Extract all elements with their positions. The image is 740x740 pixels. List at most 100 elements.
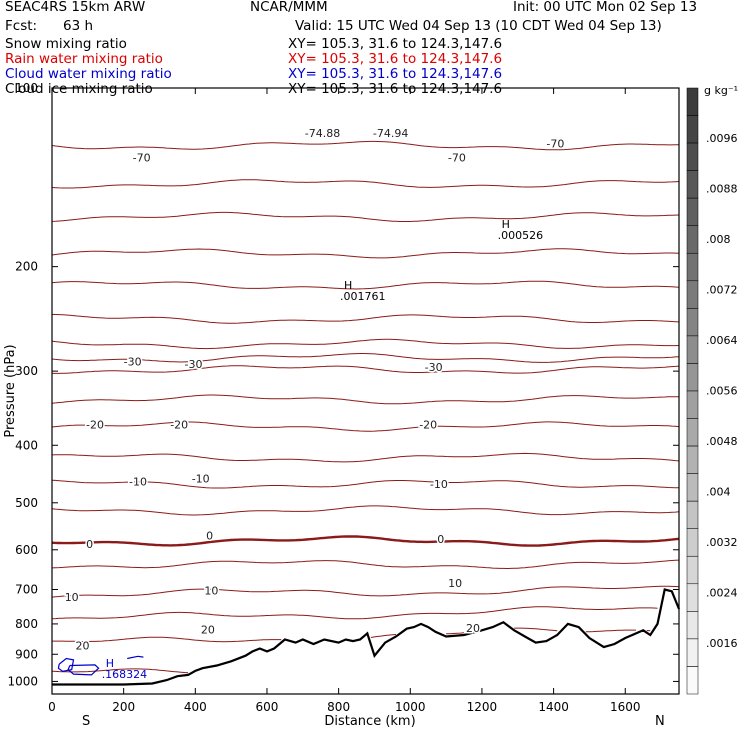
terrain-layer	[52, 588, 681, 686]
isotherm-label: -30	[185, 358, 203, 371]
isotherm-label: -70	[448, 152, 466, 165]
colorbar-label: .0032	[706, 536, 738, 549]
north-endpoint-label: N	[655, 714, 665, 729]
isotherm-label: 20	[466, 622, 480, 635]
forecast-hour: 63 h	[63, 18, 94, 34]
field-xy-snow: XY= 105.3, 31.6 to 124.3,147.6	[288, 36, 503, 52]
colorbar-bin	[686, 308, 699, 337]
isotherm-line	[52, 365, 680, 374]
isotherm-line	[51, 179, 680, 189]
model-name: SEAC4RS 15km ARW	[5, 0, 146, 15]
isotherm-label: 20	[76, 640, 90, 653]
isotherm-label: -30	[124, 356, 142, 369]
colorbar-bin	[686, 583, 699, 612]
isotherm-label: 0	[86, 538, 93, 551]
isotherm-label: 0	[437, 533, 444, 546]
isotherm-line	[51, 338, 680, 350]
isotherm-line	[51, 140, 680, 151]
y-tick-label: 300	[15, 364, 38, 378]
isotherm-line	[51, 535, 680, 547]
x-tick-label: 1600	[610, 700, 641, 714]
contour-label-layer: -70 -70 -70 -74.88 -74.94 -30 -30 -30 -20 -20 -20 -…	[63, 125, 566, 680]
organization: NCAR/MMM	[250, 0, 328, 15]
x-tick-label: 800	[327, 700, 350, 714]
extremum-marker: H	[344, 279, 352, 292]
x-tick-label: 1000	[395, 700, 426, 714]
y-tick-label: 500	[15, 496, 38, 510]
isotherm-label: 10	[448, 577, 462, 590]
cloud-water-contour	[57, 657, 75, 673]
colorbar-label: .0096	[706, 132, 738, 145]
colorbar-label: .0024	[706, 587, 738, 600]
terrain-line	[52, 588, 681, 686]
axis-layer: 0 200 400 600 800 1000 1200 1400 160020030040050…	[7, 81, 679, 714]
extremum-value: .001761	[340, 290, 386, 303]
y-tick-label: 700	[15, 583, 38, 597]
colorbar-bin	[686, 335, 699, 364]
colorbar-bin	[686, 115, 699, 144]
colorbar-bin	[686, 225, 699, 254]
colorbar-bin	[686, 666, 699, 695]
field-xy-cloud-ice: XY= 105.3, 31.6 to 124.3,147.6	[288, 81, 503, 97]
isotherm-line	[51, 421, 680, 432]
forecast-label: Fcst:	[5, 18, 38, 34]
colorbar-bin	[686, 170, 699, 199]
y-tick-label: 900	[15, 647, 38, 661]
colorbar-label: .0048	[706, 435, 738, 448]
y-tick-label: 200	[15, 260, 38, 274]
field-name-snow: Snow mixing ratio	[5, 36, 127, 52]
isotherm-line	[51, 585, 680, 598]
isotherm-line	[51, 505, 680, 516]
isotherm-line	[51, 313, 680, 324]
isotherm-line	[51, 211, 680, 222]
colorbar-bin	[686, 473, 699, 502]
colorbar-bin	[686, 611, 699, 640]
colorbar-bin	[686, 500, 699, 529]
x-tick-label: 600	[256, 700, 279, 714]
y-tick-label: 400	[15, 438, 38, 452]
colorbar-label: .0016	[706, 637, 738, 650]
isotherm-label: 10	[65, 591, 79, 604]
colorbar-label: .004	[706, 486, 731, 499]
field-xy-cloud-water: XY= 105.3, 31.6 to 124.3,147.6	[288, 66, 503, 82]
colorbar-bin	[686, 280, 699, 309]
x-tick-label: 400	[184, 700, 207, 714]
y-tick-label: 800	[15, 617, 38, 631]
colorbar-label: .0064	[706, 334, 738, 347]
isotherm-label: -20	[170, 419, 188, 432]
colorbar-bin	[686, 253, 699, 282]
y-tick-label: 1000	[7, 674, 38, 688]
isotherm-line	[51, 559, 680, 570]
isotherm-label: 10	[204, 585, 218, 598]
valid-time: Valid: 15 UTC Wed 04 Sep 13 (10 CDT Wed …	[295, 18, 662, 34]
isotherm-label: -70	[546, 137, 564, 150]
isotherm-label: 0	[206, 530, 213, 543]
isotherm-label: -30	[425, 361, 443, 374]
colorbar-bin	[686, 638, 699, 667]
y-axis-title: Pressure (hPa)	[3, 344, 18, 437]
isotherm-layer	[51, 140, 680, 674]
colorbar-label: .008	[706, 233, 731, 246]
init-time: Init: 00 UTC Mon 02 Sep 13	[513, 0, 698, 15]
south-endpoint-label: S	[82, 714, 90, 729]
x-tick-label: 1200	[467, 700, 498, 714]
colorbar-label: .0072	[706, 284, 738, 297]
isotherm-label: -74.94	[373, 127, 408, 140]
isotherm-line	[51, 668, 189, 674]
colorbar-bin	[686, 556, 699, 585]
isotherm-line	[51, 248, 680, 259]
colorbar-bin	[686, 363, 699, 392]
isotherm-label: 20	[201, 624, 215, 637]
cloud-water-layer	[57, 655, 144, 676]
field-name-cloud-water: Cloud water mixing ratio	[5, 66, 172, 82]
cloud-water-contour	[67, 664, 100, 676]
x-tick-label: 0	[48, 700, 56, 714]
colorbar: g kg⁻¹ .0096 .0088 .008 .0072 .0064 .0056 .0048…	[686, 84, 738, 695]
colorbar-bin	[686, 87, 699, 116]
plot-frame	[51, 87, 680, 695]
isotherm-line	[51, 479, 680, 489]
extremum-marker: H	[106, 657, 114, 670]
colorbar-bin	[686, 418, 699, 447]
colorbar-label: .0088	[706, 183, 738, 196]
colorbar-bin	[686, 390, 699, 419]
